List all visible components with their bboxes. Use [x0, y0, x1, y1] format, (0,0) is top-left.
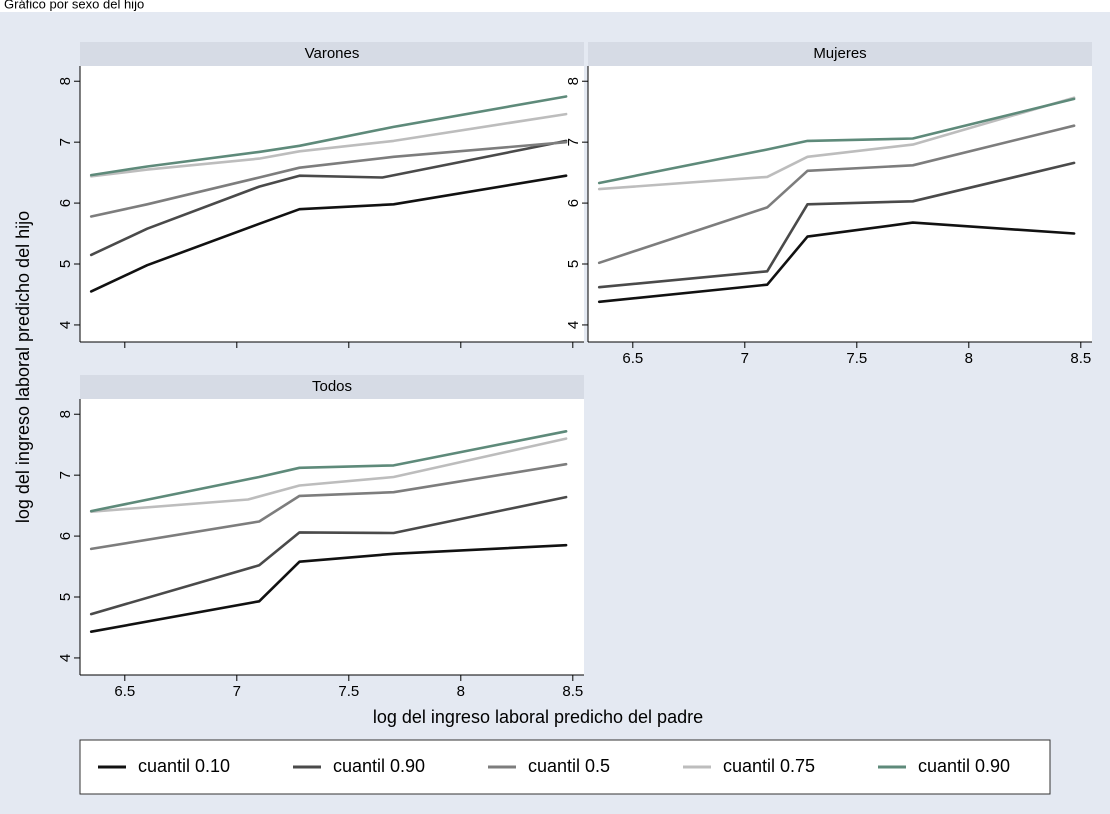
- y-tick-label: 6: [57, 532, 74, 540]
- y-tick-label: 6: [565, 199, 582, 207]
- legend-item: cuantil 0.5: [488, 756, 610, 776]
- x-tick-label: 7: [233, 683, 241, 700]
- y-tick-label: 6: [57, 199, 74, 207]
- legend-label: cuantil 0.5: [528, 756, 610, 776]
- panel-varones: Varones 4 5 6 7 8: [57, 42, 584, 348]
- panel-title: Varones: [305, 45, 360, 62]
- y-tick-label: 4: [57, 654, 74, 662]
- x-axis-label: log del ingreso laboral predicho del pad…: [373, 707, 703, 727]
- series-line: [89, 429, 568, 513]
- y-tick-label: 5: [57, 593, 74, 601]
- series-line: [89, 495, 568, 616]
- y-tick-label: 4: [565, 321, 582, 329]
- legend-item: cuantil 0.10: [98, 756, 230, 776]
- series-line: [89, 543, 568, 634]
- y-tick-label: 5: [57, 260, 74, 268]
- y-tick-label: 5: [565, 260, 582, 268]
- legend-item: cuantil 0.90: [293, 756, 425, 776]
- series-line: [597, 221, 1076, 304]
- legend: cuantil 0.10 cuantil 0.90 cuantil 0.5 cuant…: [79, 739, 1051, 795]
- y-tick-label: 8: [57, 77, 74, 85]
- series-line: [597, 161, 1076, 289]
- y-tick-label: 4: [57, 321, 74, 329]
- series-line: [597, 96, 1076, 191]
- legend-item: cuantil 0.75: [683, 756, 815, 776]
- panel-title: Todos: [312, 378, 352, 395]
- series-line: [89, 437, 568, 514]
- legend-label: cuantil 0.90: [333, 756, 425, 776]
- x-tick-label: 8.5: [1070, 350, 1091, 367]
- x-tick-label: 8: [457, 683, 465, 700]
- series-line: [89, 174, 568, 293]
- plot-area: [80, 399, 584, 675]
- y-tick-label: 8: [565, 77, 582, 85]
- legend-item: cuantil 0.90: [878, 756, 1010, 776]
- panel-strip: [588, 42, 1092, 66]
- figure-top-text: Gráfico por sexo del hijo: [4, 0, 144, 11]
- x-tick-label: 7: [741, 350, 749, 367]
- panel-mujeres: Mujeres 4 5 6 7 8 6.5 7 7.5 8 8.5: [565, 42, 1092, 367]
- series-line: [89, 140, 568, 218]
- series-line: [597, 124, 1076, 265]
- series-line: [89, 112, 568, 178]
- y-tick-label: 8: [57, 410, 74, 418]
- legend-label: cuantil 0.75: [723, 756, 815, 776]
- panel-title: Mujeres: [813, 45, 866, 62]
- panel-todos: Todos 4 5 6 7 8 6.5 7 7.5 8 8.5: [57, 375, 584, 700]
- series-line: [89, 95, 568, 177]
- panel-strip: [80, 42, 584, 66]
- series-line: [89, 462, 568, 551]
- y-tick-label: 7: [565, 138, 582, 146]
- x-tick-label: 8.5: [562, 683, 583, 700]
- x-tick-label: 7.5: [846, 350, 867, 367]
- series-line: [597, 97, 1076, 185]
- y-axis-label: log del ingreso laboral predicho del hij…: [13, 211, 33, 523]
- y-tick-label: 7: [57, 138, 74, 146]
- x-tick-label: 6.5: [114, 683, 135, 700]
- series-line: [89, 139, 568, 257]
- plot-area: [80, 66, 584, 342]
- y-tick-label: 7: [57, 471, 74, 479]
- x-tick-label: 7.5: [338, 683, 359, 700]
- panel-strip: [80, 375, 584, 399]
- legend-label: cuantil 0.10: [138, 756, 230, 776]
- x-tick-label: 8: [965, 350, 973, 367]
- x-tick-label: 6.5: [622, 350, 643, 367]
- legend-label: cuantil 0.90: [918, 756, 1010, 776]
